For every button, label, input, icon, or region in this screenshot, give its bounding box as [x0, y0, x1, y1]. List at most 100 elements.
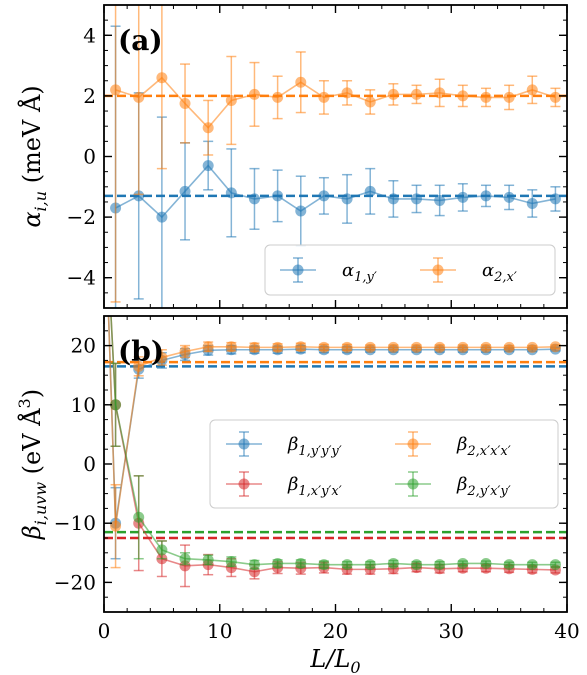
- legend-marker: [432, 264, 444, 276]
- legend-label: α2,x′: [482, 260, 517, 285]
- data-point: [110, 520, 122, 532]
- data-point: [202, 122, 214, 134]
- y-tick-label: 2: [83, 84, 96, 108]
- data-point: [503, 341, 515, 353]
- data-point: [272, 557, 284, 569]
- data-point: [295, 557, 307, 569]
- y-tick-label: 4: [83, 23, 96, 47]
- data-point: [156, 211, 168, 223]
- data-point: [202, 554, 214, 566]
- data-point: [179, 97, 191, 109]
- legend-label: β2,x′x′x′: [456, 434, 511, 459]
- legend-entry: α2,x′: [420, 257, 517, 285]
- legend-entry: β1,x′y′x′: [226, 471, 342, 499]
- data-point: [179, 346, 191, 358]
- legend-box: [209, 419, 559, 509]
- data-point: [248, 193, 260, 205]
- data-point: [110, 84, 122, 96]
- y-axis-label: αi,u (meV Å): [17, 85, 50, 227]
- data-point: [295, 341, 307, 353]
- y-tick-label: 10: [71, 393, 96, 417]
- data-point: [202, 341, 214, 353]
- legend-marker: [238, 478, 250, 490]
- data-point: [503, 559, 515, 571]
- series-1: [107, 316, 561, 569]
- legend-entry: β1,y′y′y′: [226, 431, 342, 459]
- data-point: [411, 88, 423, 100]
- data-point: [156, 351, 168, 363]
- data-point: [387, 557, 399, 569]
- data-point: [110, 399, 122, 411]
- data-point: [457, 191, 469, 203]
- plot-area: [104, 316, 567, 588]
- data-point: [480, 557, 492, 569]
- data-point: [248, 88, 260, 100]
- y-axis-label: βi,uvw (eV Å3): [15, 389, 50, 540]
- data-point: [318, 91, 330, 103]
- series-2: [110, 316, 561, 588]
- y-tick-label: −4: [67, 266, 96, 290]
- data-point: [318, 341, 330, 353]
- data-point: [364, 96, 376, 108]
- x-tick-label: 30: [439, 619, 464, 643]
- series-line: [110, 316, 556, 573]
- data-point: [133, 91, 145, 103]
- data-point: [387, 88, 399, 100]
- data-point: [341, 341, 353, 353]
- data-point: [341, 193, 353, 205]
- data-point: [341, 559, 353, 571]
- data-point: [318, 559, 330, 571]
- data-point: [434, 194, 446, 206]
- x-tick-label: 10: [207, 619, 232, 643]
- data-point: [526, 197, 538, 209]
- data-point: [434, 87, 446, 99]
- data-point: [549, 341, 561, 353]
- y-tick-label: −20: [54, 570, 96, 594]
- data-point: [295, 205, 307, 217]
- y-tick-label: 0: [83, 145, 96, 169]
- data-point: [549, 559, 561, 571]
- y-tick-label: −2: [67, 205, 96, 229]
- data-point: [434, 341, 446, 353]
- x-axis-label: L/L0: [309, 645, 360, 675]
- panel-label: (a): [118, 24, 163, 57]
- data-point: [411, 559, 423, 571]
- data-point: [503, 91, 515, 103]
- data-point: [133, 190, 145, 202]
- data-point: [156, 72, 168, 84]
- x-tick-label: 0: [98, 619, 111, 643]
- data-point: [179, 185, 191, 197]
- series-1: [110, 5, 561, 303]
- series-0: [110, 25, 561, 308]
- data-point: [364, 185, 376, 197]
- data-point: [318, 190, 330, 202]
- data-point: [133, 360, 145, 372]
- data-point: [179, 553, 191, 565]
- legend-marker: [238, 438, 250, 450]
- panel-label: (b): [118, 335, 164, 368]
- legend-entry: β2,y′x′y′: [395, 471, 511, 499]
- data-point: [480, 91, 492, 103]
- data-point: [341, 87, 353, 99]
- y-tick-label: −10: [54, 511, 96, 535]
- data-point: [364, 559, 376, 571]
- data-point: [156, 544, 168, 556]
- data-point: [457, 557, 469, 569]
- data-point: [526, 84, 538, 96]
- legend-marker: [407, 478, 419, 490]
- x-tick-label: 40: [554, 619, 579, 643]
- legend-box: [264, 244, 556, 296]
- panel-a: −4 −2 0 2 4 (a) αi,u (meV Å) α1,y′ α2,x′: [17, 4, 568, 309]
- data-point: [225, 94, 237, 106]
- data-point: [434, 559, 446, 571]
- legend-entry: α1,y′: [280, 257, 377, 285]
- data-point: [225, 187, 237, 199]
- data-point: [526, 341, 538, 353]
- data-point: [295, 76, 307, 88]
- data-point: [411, 193, 423, 205]
- data-point: [387, 193, 399, 205]
- legend-label: α1,y′: [342, 260, 377, 285]
- data-point: [503, 191, 515, 203]
- data-point: [387, 341, 399, 353]
